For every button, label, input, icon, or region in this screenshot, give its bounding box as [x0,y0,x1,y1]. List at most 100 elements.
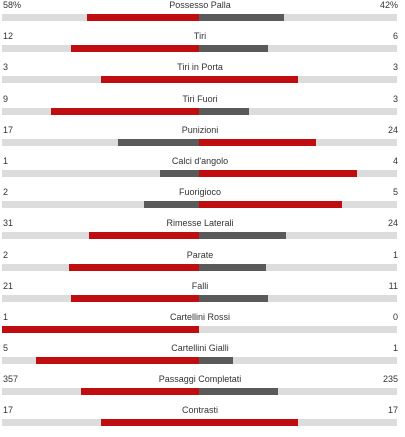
stat-label: Rimesse Laterali [166,218,234,229]
away-bar-track [199,107,397,115]
stat-away-value: 4 [392,155,398,166]
stat-label: Falli [191,280,209,291]
home-bar-fill [88,232,199,240]
stat-away-value: 11 [388,280,398,291]
stat-label: Contrasti [181,405,218,416]
stat-away-value: 0 [392,311,398,322]
home-bar-track [2,232,199,240]
stat-row-possesso-palla: 58% Possesso Palla 42% [0,0,400,31]
stat-away-value: 42% [379,0,398,10]
home-bar-track [2,294,199,302]
stat-label: Calci d'angolo [171,155,229,166]
away-bar-track [199,76,397,84]
stat-row-tiri-fuori: 9 Tiri Fuori 3 [0,94,400,125]
away-bar-track [199,388,397,396]
home-bar-fill [51,107,199,115]
stat-row-rimesse-laterali: 31 Rimesse Laterali 24 [0,218,400,249]
away-bar-fill [199,45,269,53]
home-bar-track [2,419,199,427]
stat-away-value: 1 [392,343,398,354]
stat-home-value: 1 [3,155,9,166]
stat-home-value: 31 [3,218,14,229]
away-bar-track [199,419,397,427]
away-bar-fill [199,357,233,365]
away-bar-track [199,263,397,271]
stat-label: Tiri [193,31,207,42]
away-bar-fill [199,201,342,209]
stat-home-value: 58% [3,0,22,10]
stat-row-passaggi-completati: 357 Passaggi Completati 235 [0,374,400,405]
away-bar-track [199,14,397,21]
home-bar-fill [70,294,199,302]
away-bar-fill [199,138,316,146]
home-bar-fill [86,14,199,21]
home-bar-track [2,263,199,271]
home-bar-track [2,357,199,365]
home-bar-track [2,14,199,21]
away-bar-fill [199,107,249,115]
away-bar-fill [199,419,298,427]
stat-label: Tiri Fuori [182,93,218,104]
stat-label: Cartellini Rossi [169,311,231,322]
home-bar-track [2,169,199,177]
home-bar-fill [2,325,199,333]
home-bar-track [2,107,199,115]
home-bar-fill [159,169,199,177]
stat-label: Cartellini Gialli [171,343,229,354]
stat-home-value: 9 [3,93,9,104]
away-bar-fill [199,232,287,240]
stat-row-falli: 21 Falli 11 [0,281,400,312]
away-bar-fill [199,14,285,21]
stat-home-value: 2 [3,187,9,198]
stat-away-value: 17 [387,405,398,416]
home-bar-track [2,388,199,396]
away-bar-fill [199,388,279,396]
away-bar-fill [199,76,298,84]
home-bar-track [2,325,199,333]
stat-row-tiri-in-porta: 3 Tiri in Porta 3 [0,62,400,93]
stat-home-value: 3 [3,62,9,73]
stat-row-calci-d-angolo: 1 Calci d'angolo 4 [0,156,400,187]
stat-row-tiri: 12 Tiri 6 [0,31,400,62]
stat-row-cartellini-rossi: 1 Cartellini Rossi 0 [0,312,400,343]
stat-label: Fuorigioco [178,187,222,198]
stat-label: Passaggi Completati [158,374,242,385]
home-bar-fill [100,419,199,427]
home-bar-fill [68,263,199,271]
home-bar-fill [80,388,199,396]
away-bar-track [199,138,397,146]
stat-label: Possesso Palla [169,0,231,10]
stat-row-contrasti: 17 Contrasti 17 [0,405,400,436]
stat-home-value: 357 [3,374,19,385]
stat-away-value: 24 [387,124,398,135]
stat-away-value: 1 [392,249,398,260]
home-bar-track [2,201,199,209]
stat-row-fuorigioco: 2 Fuorigioco 5 [0,187,400,218]
stat-home-value: 12 [3,31,14,42]
home-bar-fill [70,45,199,53]
away-bar-track [199,201,397,209]
away-bar-track [199,325,397,333]
stat-away-value: 235 [382,374,398,385]
home-bar-fill [143,201,199,209]
stat-label: Punizioni [181,124,219,135]
home-bar-track [2,45,199,53]
away-bar-track [199,45,397,53]
stat-away-value: 5 [392,187,398,198]
stat-home-value: 17 [3,124,14,135]
stat-away-value: 24 [387,218,398,229]
away-bar-fill [199,169,358,177]
home-bar-fill [100,76,199,84]
stat-away-value: 3 [392,93,398,104]
stat-home-value: 21 [3,280,14,291]
stat-home-value: 5 [3,343,9,354]
home-bar-track [2,138,199,146]
stat-row-parate: 2 Parate 1 [0,250,400,281]
stat-home-value: 17 [3,405,14,416]
away-bar-track [199,357,397,365]
home-bar-fill [118,138,199,146]
away-bar-fill [199,294,269,302]
stat-away-value: 3 [392,62,398,73]
away-bar-fill [199,263,267,271]
